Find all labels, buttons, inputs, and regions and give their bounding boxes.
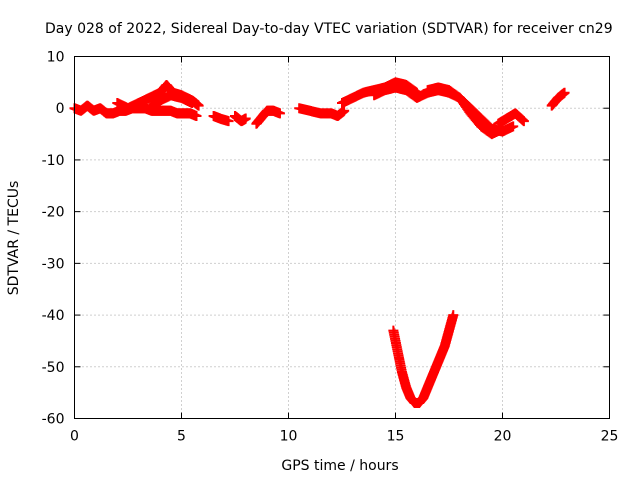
data-point bbox=[448, 310, 459, 321]
data-point bbox=[223, 116, 234, 127]
x-tick-label: 0 bbox=[70, 429, 79, 445]
y-tick-label: -20 bbox=[42, 205, 65, 221]
plot-frame bbox=[74, 56, 610, 419]
data-point bbox=[193, 100, 204, 111]
y-tick-label: -10 bbox=[42, 153, 65, 169]
series-arc-5 bbox=[230, 110, 251, 127]
chart-title: Day 028 of 2022, Sidereal Day-to-day VTE… bbox=[45, 21, 613, 37]
x-tick-label: 10 bbox=[280, 429, 298, 445]
y-tick-labels: 10 0 -10 -20 -30 -40 -50 -60 bbox=[42, 50, 65, 428]
x-tick-label: 5 bbox=[177, 429, 186, 445]
y-tick-label: 0 bbox=[56, 101, 65, 117]
x-tick-label: 15 bbox=[387, 429, 405, 445]
x-tick-labels: 0 5 10 15 20 25 bbox=[70, 429, 618, 445]
series-arc-7 bbox=[294, 103, 350, 121]
data-point bbox=[559, 87, 570, 98]
series-arc-6 bbox=[251, 105, 285, 129]
y-tick-label: -60 bbox=[42, 412, 65, 428]
data-point bbox=[187, 98, 198, 109]
x-tick-label: 20 bbox=[494, 429, 512, 445]
data-point bbox=[339, 105, 350, 116]
series-arc-12 bbox=[546, 87, 570, 111]
data-points bbox=[69, 77, 570, 408]
y-tick-label: -50 bbox=[42, 360, 65, 376]
data-point bbox=[508, 121, 519, 132]
data-point bbox=[274, 108, 285, 119]
y-tick-label: -40 bbox=[42, 308, 65, 324]
x-axis-label: GPS time / hours bbox=[281, 458, 398, 474]
y-tick-label: -30 bbox=[42, 256, 65, 272]
series-arc-3 bbox=[144, 90, 198, 114]
data-point bbox=[240, 113, 251, 124]
series-arc-11 bbox=[493, 108, 529, 129]
data-point bbox=[518, 116, 529, 127]
y-axis-label: SDTVAR / TECUs bbox=[6, 181, 22, 296]
series-arc-10 bbox=[422, 82, 508, 140]
x-tick-label: 25 bbox=[601, 429, 619, 445]
data-point bbox=[191, 110, 202, 121]
series-arc-13 bbox=[388, 310, 459, 408]
series-arc-4 bbox=[208, 110, 234, 127]
y-tick-label: 10 bbox=[47, 50, 65, 66]
